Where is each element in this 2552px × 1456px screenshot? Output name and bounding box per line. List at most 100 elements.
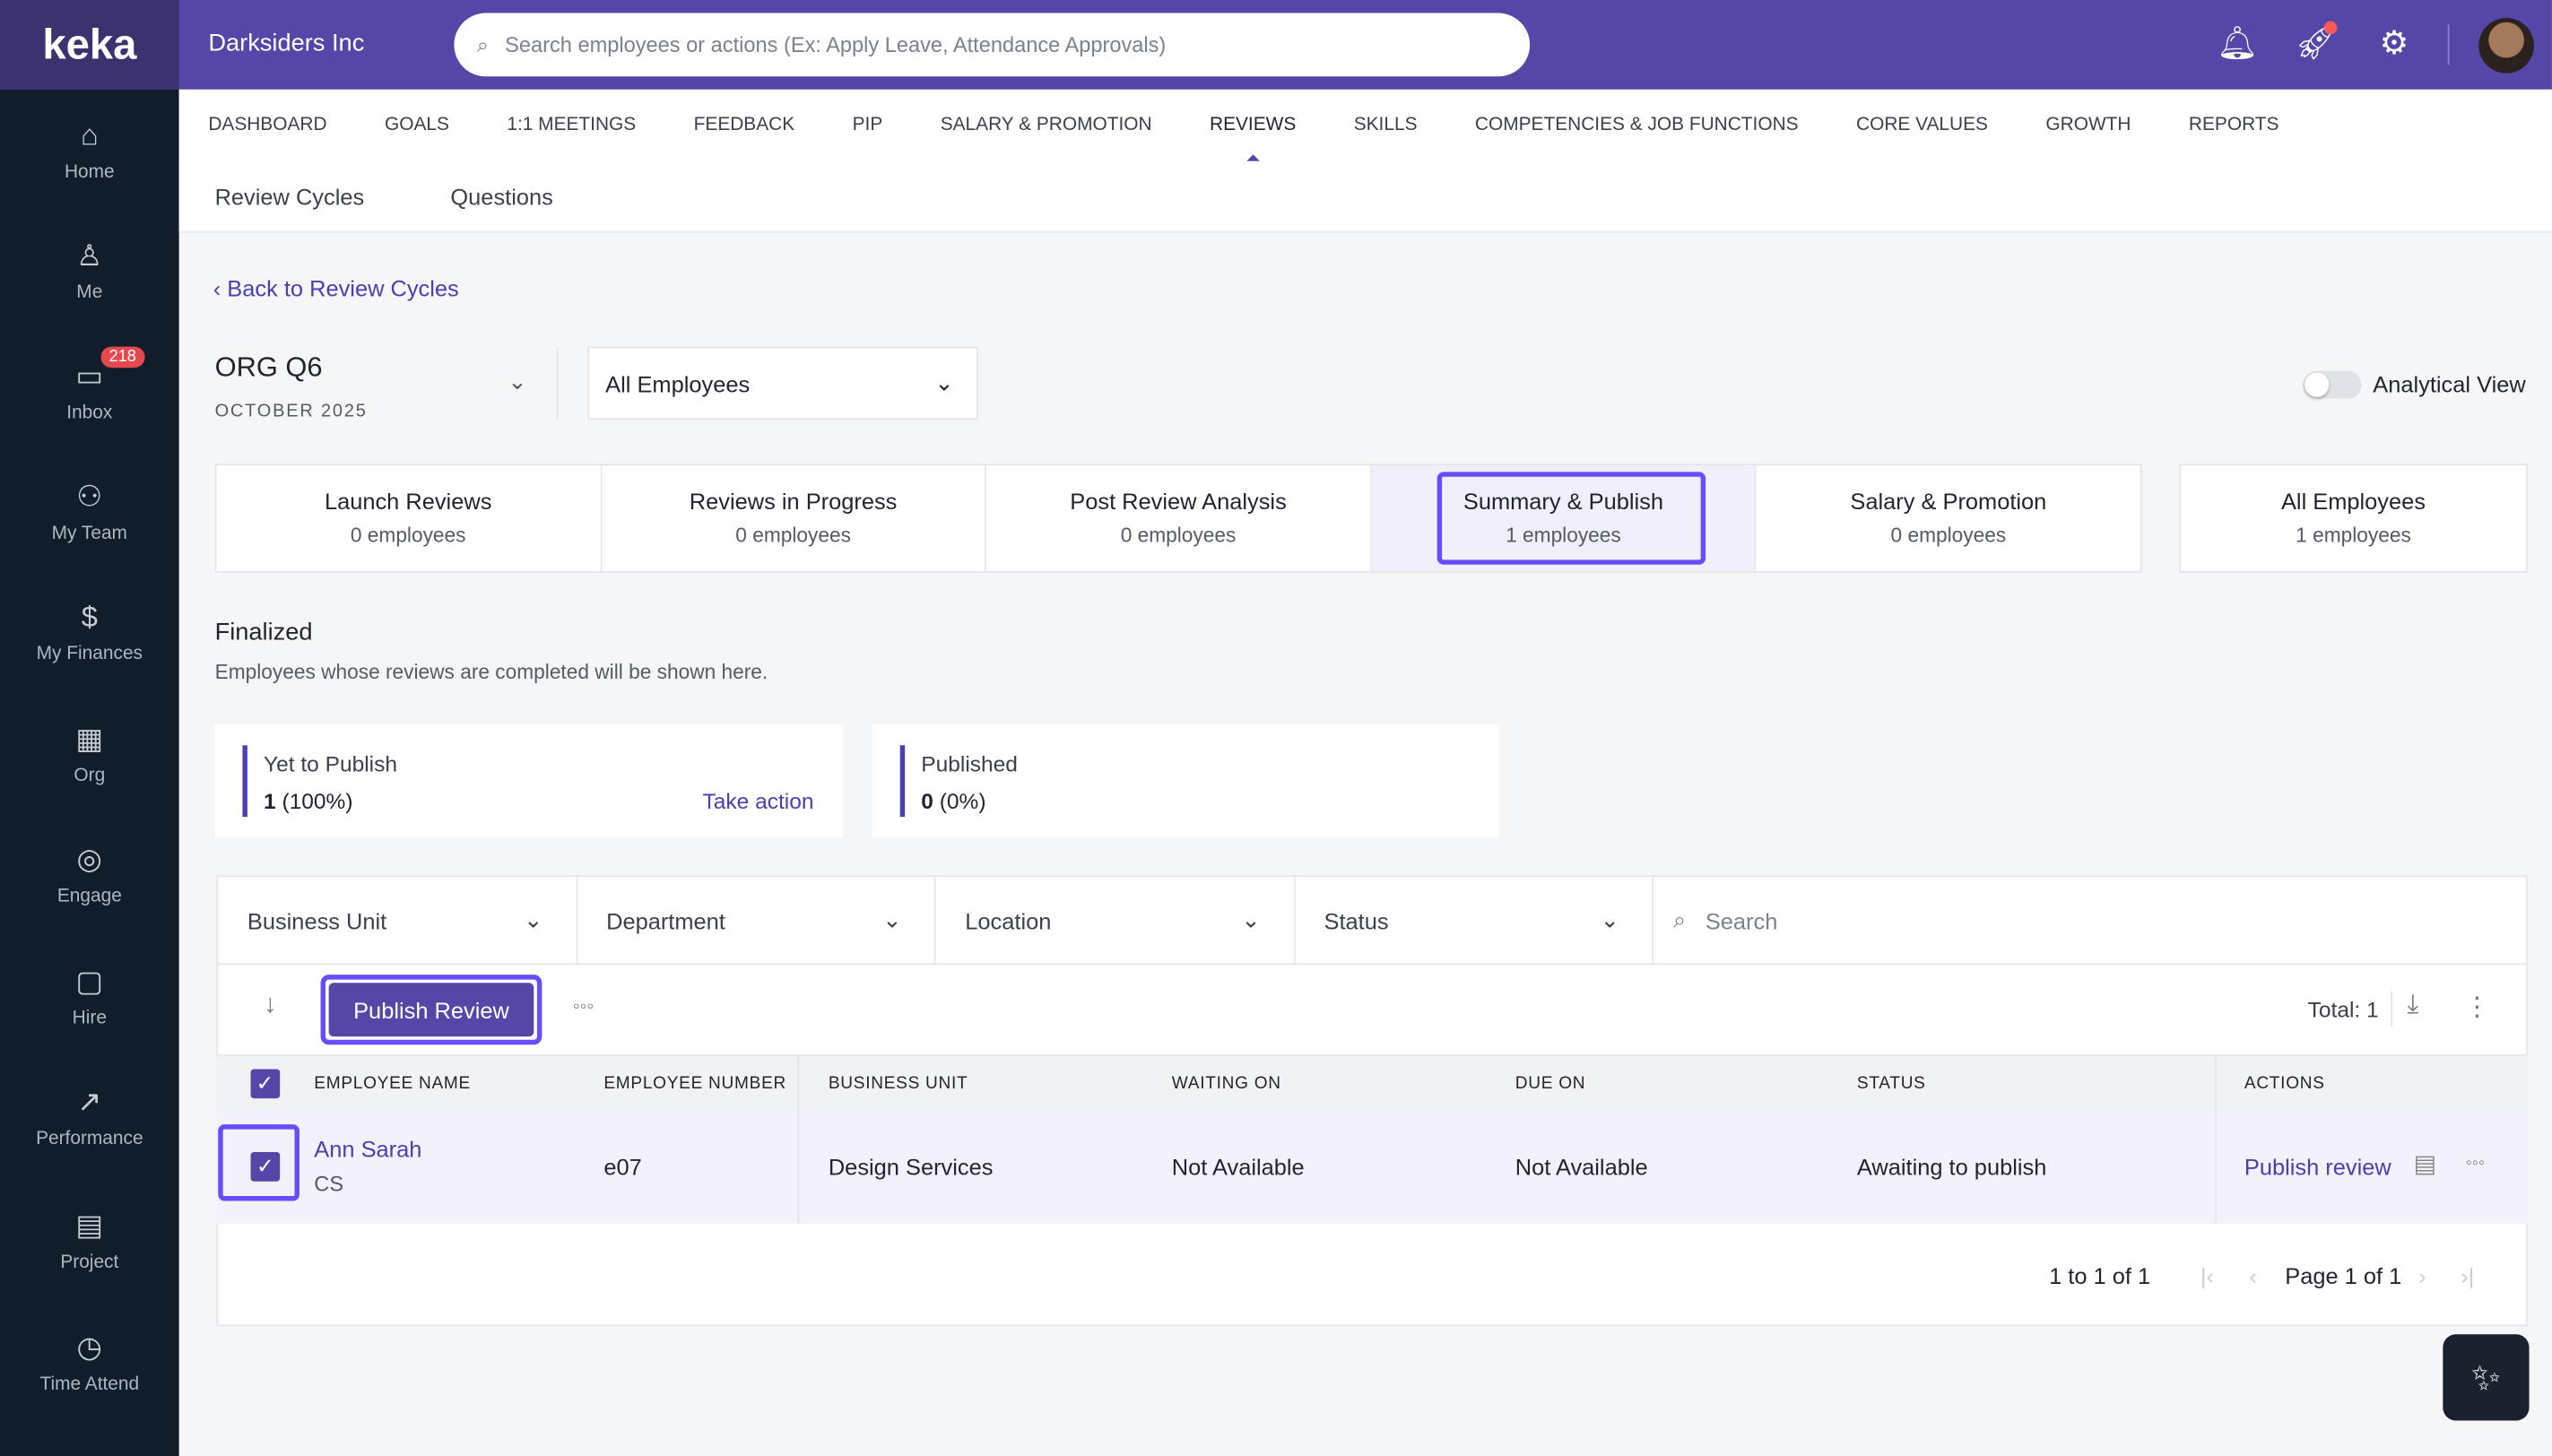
stage-summary-publish[interactable]: Summary & Publish 1 employees — [1371, 465, 1758, 572]
next-page-icon[interactable]: › — [2418, 1262, 2426, 1289]
tab-skills[interactable]: SKILLS — [1353, 115, 1418, 135]
col-employee-number[interactable]: EMPLOYEE NUMBER — [603, 1073, 787, 1094]
stage-reviews-in-progress[interactable]: Reviews in Progress 0 employees — [602, 465, 987, 572]
col-employee-name[interactable]: EMPLOYEE NAME — [314, 1073, 471, 1094]
sidebar: ⌂ Home ♙ Me 218 ▭ Inbox ⚇ My Team $ My Finance… — [0, 89, 179, 1456]
module-nav: DASHBOARD GOALS 1:1 MEETINGS FEEDBACK PI… — [178, 89, 2552, 167]
department-filter[interactable]: Department ⌄ — [577, 877, 936, 964]
more-options-icon[interactable]: ◦◦◦ — [2465, 1153, 2485, 1174]
tab-goals[interactable]: GOALS — [384, 115, 449, 135]
row-checkbox[interactable]: ✓ — [250, 1152, 281, 1182]
take-action-link[interactable]: Take action — [702, 789, 814, 814]
more-options-icon[interactable]: ◦◦◦ — [572, 993, 595, 1018]
sidebar-item-org[interactable]: ▦ Org — [0, 723, 179, 786]
sidebar-item-inbox[interactable]: 218 ▭ Inbox — [0, 346, 179, 423]
publish-review-button[interactable]: Publish Review — [320, 975, 543, 1045]
tab-reports[interactable]: REPORTS — [2188, 115, 2279, 135]
stage-title: Launch Reviews — [324, 488, 492, 515]
label: My Team — [51, 524, 127, 544]
stage-count: 0 employees — [350, 524, 466, 547]
sort-icon[interactable]: ↓ — [264, 991, 277, 1019]
prev-page-icon[interactable]: ‹ — [2249, 1262, 2257, 1289]
back-link[interactable]: ‹ Back to Review Cycles — [213, 275, 459, 301]
magic-wand-icon[interactable]: ✨︎ — [2443, 1334, 2530, 1421]
table-search-input[interactable]: ⌕ Search — [1654, 877, 2526, 963]
divider — [2391, 991, 2393, 1027]
tab-competencies[interactable]: COMPETENCIES & JOB FUNCTIONS — [1474, 115, 1799, 135]
tab-review-cycles[interactable]: Review Cycles — [214, 183, 365, 210]
review-stages: Launch Reviews 0 employees Reviews in Pro… — [214, 464, 2142, 573]
col-status[interactable]: STATUS — [1856, 1073, 1926, 1094]
avatar[interactable] — [2478, 17, 2534, 74]
select-all-checkbox[interactable]: ✓ — [250, 1069, 281, 1099]
cycle-chevron-down-icon[interactable]: ⌄ — [508, 368, 527, 394]
sidebar-item-my-finances[interactable]: $ My Finances — [0, 601, 179, 664]
all-employees-card[interactable]: All Employees 1 employees — [2179, 464, 2528, 573]
stage-post-review-analysis[interactable]: Post Review Analysis 0 employees — [986, 465, 1372, 572]
chevron-down-icon: ⌄ — [882, 906, 902, 932]
employee-filter-select[interactable]: All Employees ⌄ — [587, 346, 978, 420]
last-page-icon[interactable]: ›| — [2461, 1262, 2475, 1289]
stage-count: 0 employees — [1890, 524, 2007, 547]
sidebar-item-performance[interactable]: ↗ Performance — [0, 1086, 179, 1149]
location-filter[interactable]: Location ⌄ — [936, 877, 1295, 964]
bell-icon[interactable]: 🔔︎ — [2217, 26, 2259, 62]
label: Hire — [72, 1009, 107, 1029]
tab-questions[interactable]: Questions — [450, 183, 553, 210]
divider — [797, 1055, 800, 1110]
gear-icon[interactable]: ⚙ — [2379, 26, 2409, 62]
card-percent: (0%) — [939, 789, 986, 814]
table-header: ✓ EMPLOYEE NAME EMPLOYEE NUMBER BUSINESS… — [216, 1055, 2528, 1110]
first-page-icon[interactable]: |‹ — [2200, 1262, 2214, 1289]
filter-bar: Business Unit ⌄ Department ⌄ Location ⌄ Sta… — [216, 875, 2528, 966]
accent-bar — [242, 745, 247, 818]
table-row: ✓ Ann Sarah CS e07 Design Services Not A… — [216, 1109, 2528, 1224]
divider — [556, 346, 559, 420]
tab-salary-promotion[interactable]: SALARY & PROMOTION — [940, 115, 1152, 135]
publish-review-link[interactable]: Publish review — [2244, 1153, 2391, 1180]
chevron-left-icon: ‹ — [213, 274, 228, 301]
col-actions: ACTIONS — [2244, 1073, 2325, 1094]
cycle-date: OCTOBER 2025 — [214, 402, 368, 422]
sidebar-item-project[interactable]: ▤ Project — [0, 1209, 179, 1273]
clipboard-icon[interactable]: ▤ — [2413, 1150, 2437, 1179]
tab-growth[interactable]: GROWTH — [2045, 115, 2131, 135]
tab-meetings[interactable]: 1:1 MEETINGS — [507, 115, 637, 135]
sidebar-item-my-team[interactable]: ⚇ My Team — [0, 480, 179, 543]
stage-launch-reviews[interactable]: Launch Reviews 0 employees — [216, 465, 602, 572]
col-business-unit[interactable]: BUSINESS UNIT — [828, 1073, 968, 1094]
engage-icon: ◎ — [76, 843, 103, 876]
employee-name-link[interactable]: Ann Sarah — [314, 1135, 422, 1162]
stage-salary-promotion[interactable]: Salary & Promotion 0 employees — [1757, 465, 2140, 571]
chevron-down-icon: ⌄ — [1600, 906, 1619, 932]
sidebar-item-engage[interactable]: ◎ Engage — [0, 843, 179, 906]
download-icon[interactable]: ⤓ — [2407, 991, 2419, 1019]
keka-logo[interactable]: keka — [0, 0, 179, 90]
stage-title: Summary & Publish — [1463, 488, 1664, 515]
label: My Finances — [36, 644, 143, 664]
tab-dashboard[interactable]: DASHBOARD — [208, 115, 327, 135]
rocket-icon[interactable]: 🚀︎ — [2295, 21, 2338, 64]
tab-reviews[interactable]: REVIEWS — [1209, 115, 1297, 167]
tab-pip[interactable]: PIP — [852, 115, 883, 135]
col-due-on[interactable]: DUE ON — [1515, 1073, 1586, 1094]
sidebar-item-me[interactable]: ♙ Me — [0, 239, 179, 303]
col-waiting-on[interactable]: WAITING ON — [1171, 1073, 1281, 1094]
sidebar-item-home[interactable]: ⌂ Home — [0, 118, 179, 182]
sidebar-item-time-attend[interactable]: ◷ Time Attend — [0, 1331, 179, 1395]
kebab-menu-icon[interactable]: ⋮ — [2463, 993, 2490, 1022]
stage-count: 0 employees — [735, 524, 851, 547]
tab-feedback[interactable]: FEEDBACK — [693, 115, 795, 135]
label: Inbox — [66, 403, 113, 423]
analytical-view-toggle[interactable] — [2303, 370, 2362, 399]
filter-label: Business Unit — [247, 906, 387, 933]
filter-label: Status — [1324, 906, 1389, 933]
org-icon: ▦ — [75, 722, 104, 756]
chevron-down-icon: ⌄ — [1241, 906, 1261, 932]
sidebar-item-hire[interactable]: ▢ Hire — [0, 965, 179, 1028]
status-filter[interactable]: Status ⌄ — [1295, 877, 1654, 964]
global-search[interactable]: ⌕ Search employees or actions (Ex: Apply … — [454, 13, 1531, 77]
label: Engage — [56, 887, 122, 906]
tab-core-values[interactable]: CORE VALUES — [1856, 115, 1988, 135]
business-unit-filter[interactable]: Business Unit ⌄ — [218, 877, 577, 964]
